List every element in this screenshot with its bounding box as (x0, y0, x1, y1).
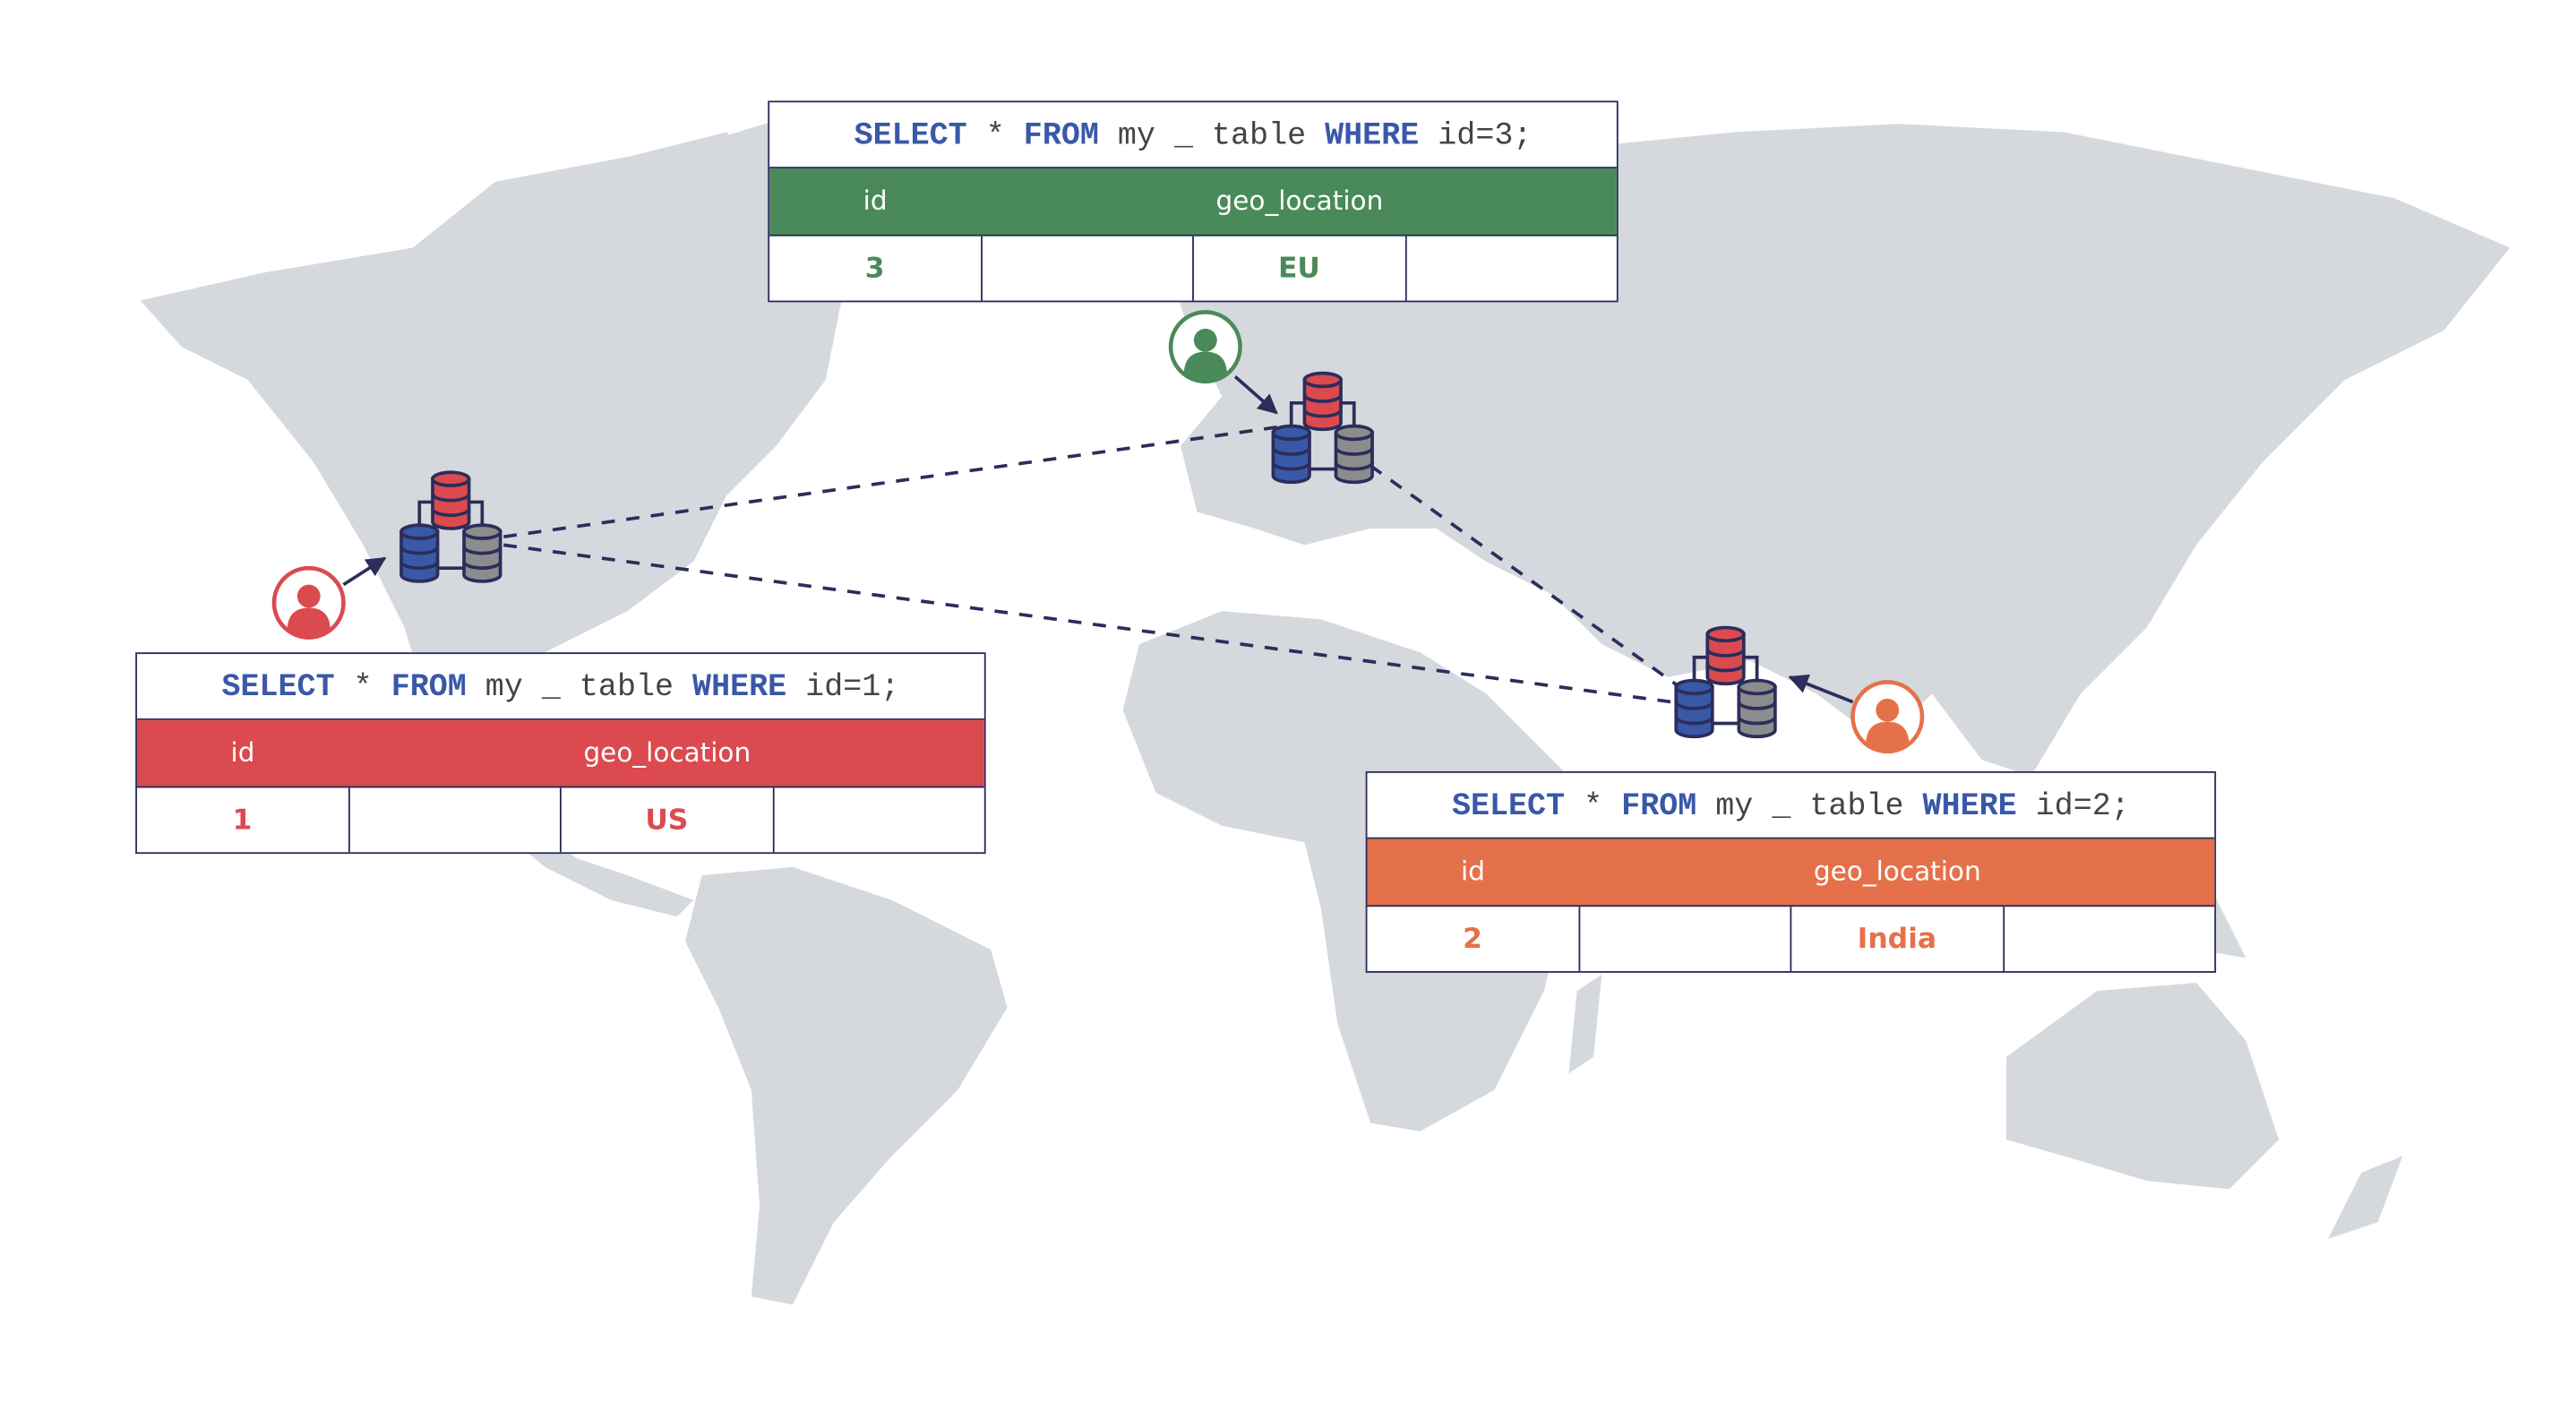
user-avatar-icon-eu (1168, 310, 1242, 384)
sql-query: SELECT * FROM my _ table WHERE id=2; (1367, 773, 2215, 839)
column-header-geo: geo_location (1215, 185, 1384, 217)
sql-keyword: SELECT (1451, 787, 1566, 824)
sql-text: id=2; (2016, 787, 2130, 824)
sql-keyword: WHERE (1325, 116, 1420, 153)
database-cylinder-icon (1705, 625, 1746, 686)
database-cylinder-icon (431, 470, 471, 530)
sql-keyword: FROM (1621, 787, 1697, 824)
sql-text: id=1; (786, 667, 900, 705)
arrow-eu (1233, 374, 1278, 415)
sql-keyword: WHERE (692, 667, 787, 705)
database-cylinder-icon (399, 523, 440, 583)
table-row: 3 EU (769, 236, 1617, 301)
cell-geo: EU (1194, 236, 1406, 301)
sql-keyword: FROM (1023, 116, 1099, 153)
table-header: id geo_location (1367, 838, 2215, 907)
database-cluster-india (1674, 625, 1777, 739)
sql-text: id=3; (1419, 116, 1533, 153)
madagascar (1568, 974, 1602, 1074)
cell-empty (1406, 236, 1617, 301)
sql-text: * (966, 116, 1024, 153)
sql-keyword: FROM (391, 667, 467, 705)
database-cylinder-icon (1334, 424, 1374, 485)
cell-empty (982, 236, 1194, 301)
database-cylinder-icon (1737, 678, 1777, 739)
sql-text: * (334, 667, 391, 705)
sql-text: my _ table (1696, 787, 1923, 824)
arrow-us (342, 556, 387, 587)
australia (2005, 982, 2280, 1190)
query-table-india: SELECT * FROM my _ table WHERE id=2; id g… (1365, 770, 2217, 973)
cell-id: 1 (137, 787, 349, 853)
table-header: id geo_location (769, 168, 1617, 236)
cell-id: 2 (1368, 907, 1580, 972)
replication-links (503, 424, 1686, 704)
new-zealand (2328, 1156, 2403, 1239)
database-cylinder-icon (1271, 424, 1311, 485)
north-america (140, 132, 843, 917)
column-header-geo: geo_location (583, 736, 751, 769)
arrow-india (1788, 674, 1854, 704)
cell-geo: US (562, 787, 774, 853)
database-cylinder-icon (462, 523, 502, 583)
cell-empty (349, 787, 562, 853)
table-row: 1 US (137, 787, 984, 853)
database-cylinder-icon (1302, 371, 1343, 432)
sql-keyword: WHERE (1922, 787, 2017, 824)
sql-query: SELECT * FROM my _ table WHERE id=1; (137, 654, 984, 720)
cell-empty (2004, 907, 2214, 971)
column-header-id: id (1461, 855, 1485, 888)
column-header-id: id (863, 185, 888, 217)
table-row: 2 India (1368, 907, 2215, 972)
cell-id: 3 (769, 236, 983, 301)
query-table-eu: SELECT * FROM my _ table WHERE id=3; id g… (768, 100, 1619, 303)
africa (1122, 611, 1602, 1131)
database-cluster-eu (1271, 371, 1374, 485)
column-header-id: id (230, 736, 255, 769)
database-cluster-us (399, 470, 502, 583)
cell-geo: India (1791, 907, 2005, 972)
table-header: id geo_location (137, 719, 984, 788)
user-avatar-icon-us (271, 565, 346, 640)
sql-keyword: SELECT (854, 116, 967, 153)
query-table-us: SELECT * FROM my _ table WHERE id=1; id g… (135, 652, 986, 855)
sql-text: * (1565, 787, 1622, 824)
sql-keyword: SELECT (221, 667, 335, 705)
cell-empty (1579, 907, 1792, 972)
database-cylinder-icon (1674, 678, 1714, 739)
user-avatar-icon-india (1850, 680, 1925, 754)
access-arrows (342, 374, 1854, 704)
link-us-eu (503, 424, 1285, 538)
sql-query: SELECT * FROM my _ table WHERE id=3; (769, 102, 1617, 169)
south-america (685, 866, 1008, 1305)
cell-empty (774, 787, 984, 852)
column-header-geo: geo_location (1813, 855, 1981, 888)
sql-text: my _ table (466, 667, 693, 705)
sql-text: my _ table (1098, 116, 1326, 153)
